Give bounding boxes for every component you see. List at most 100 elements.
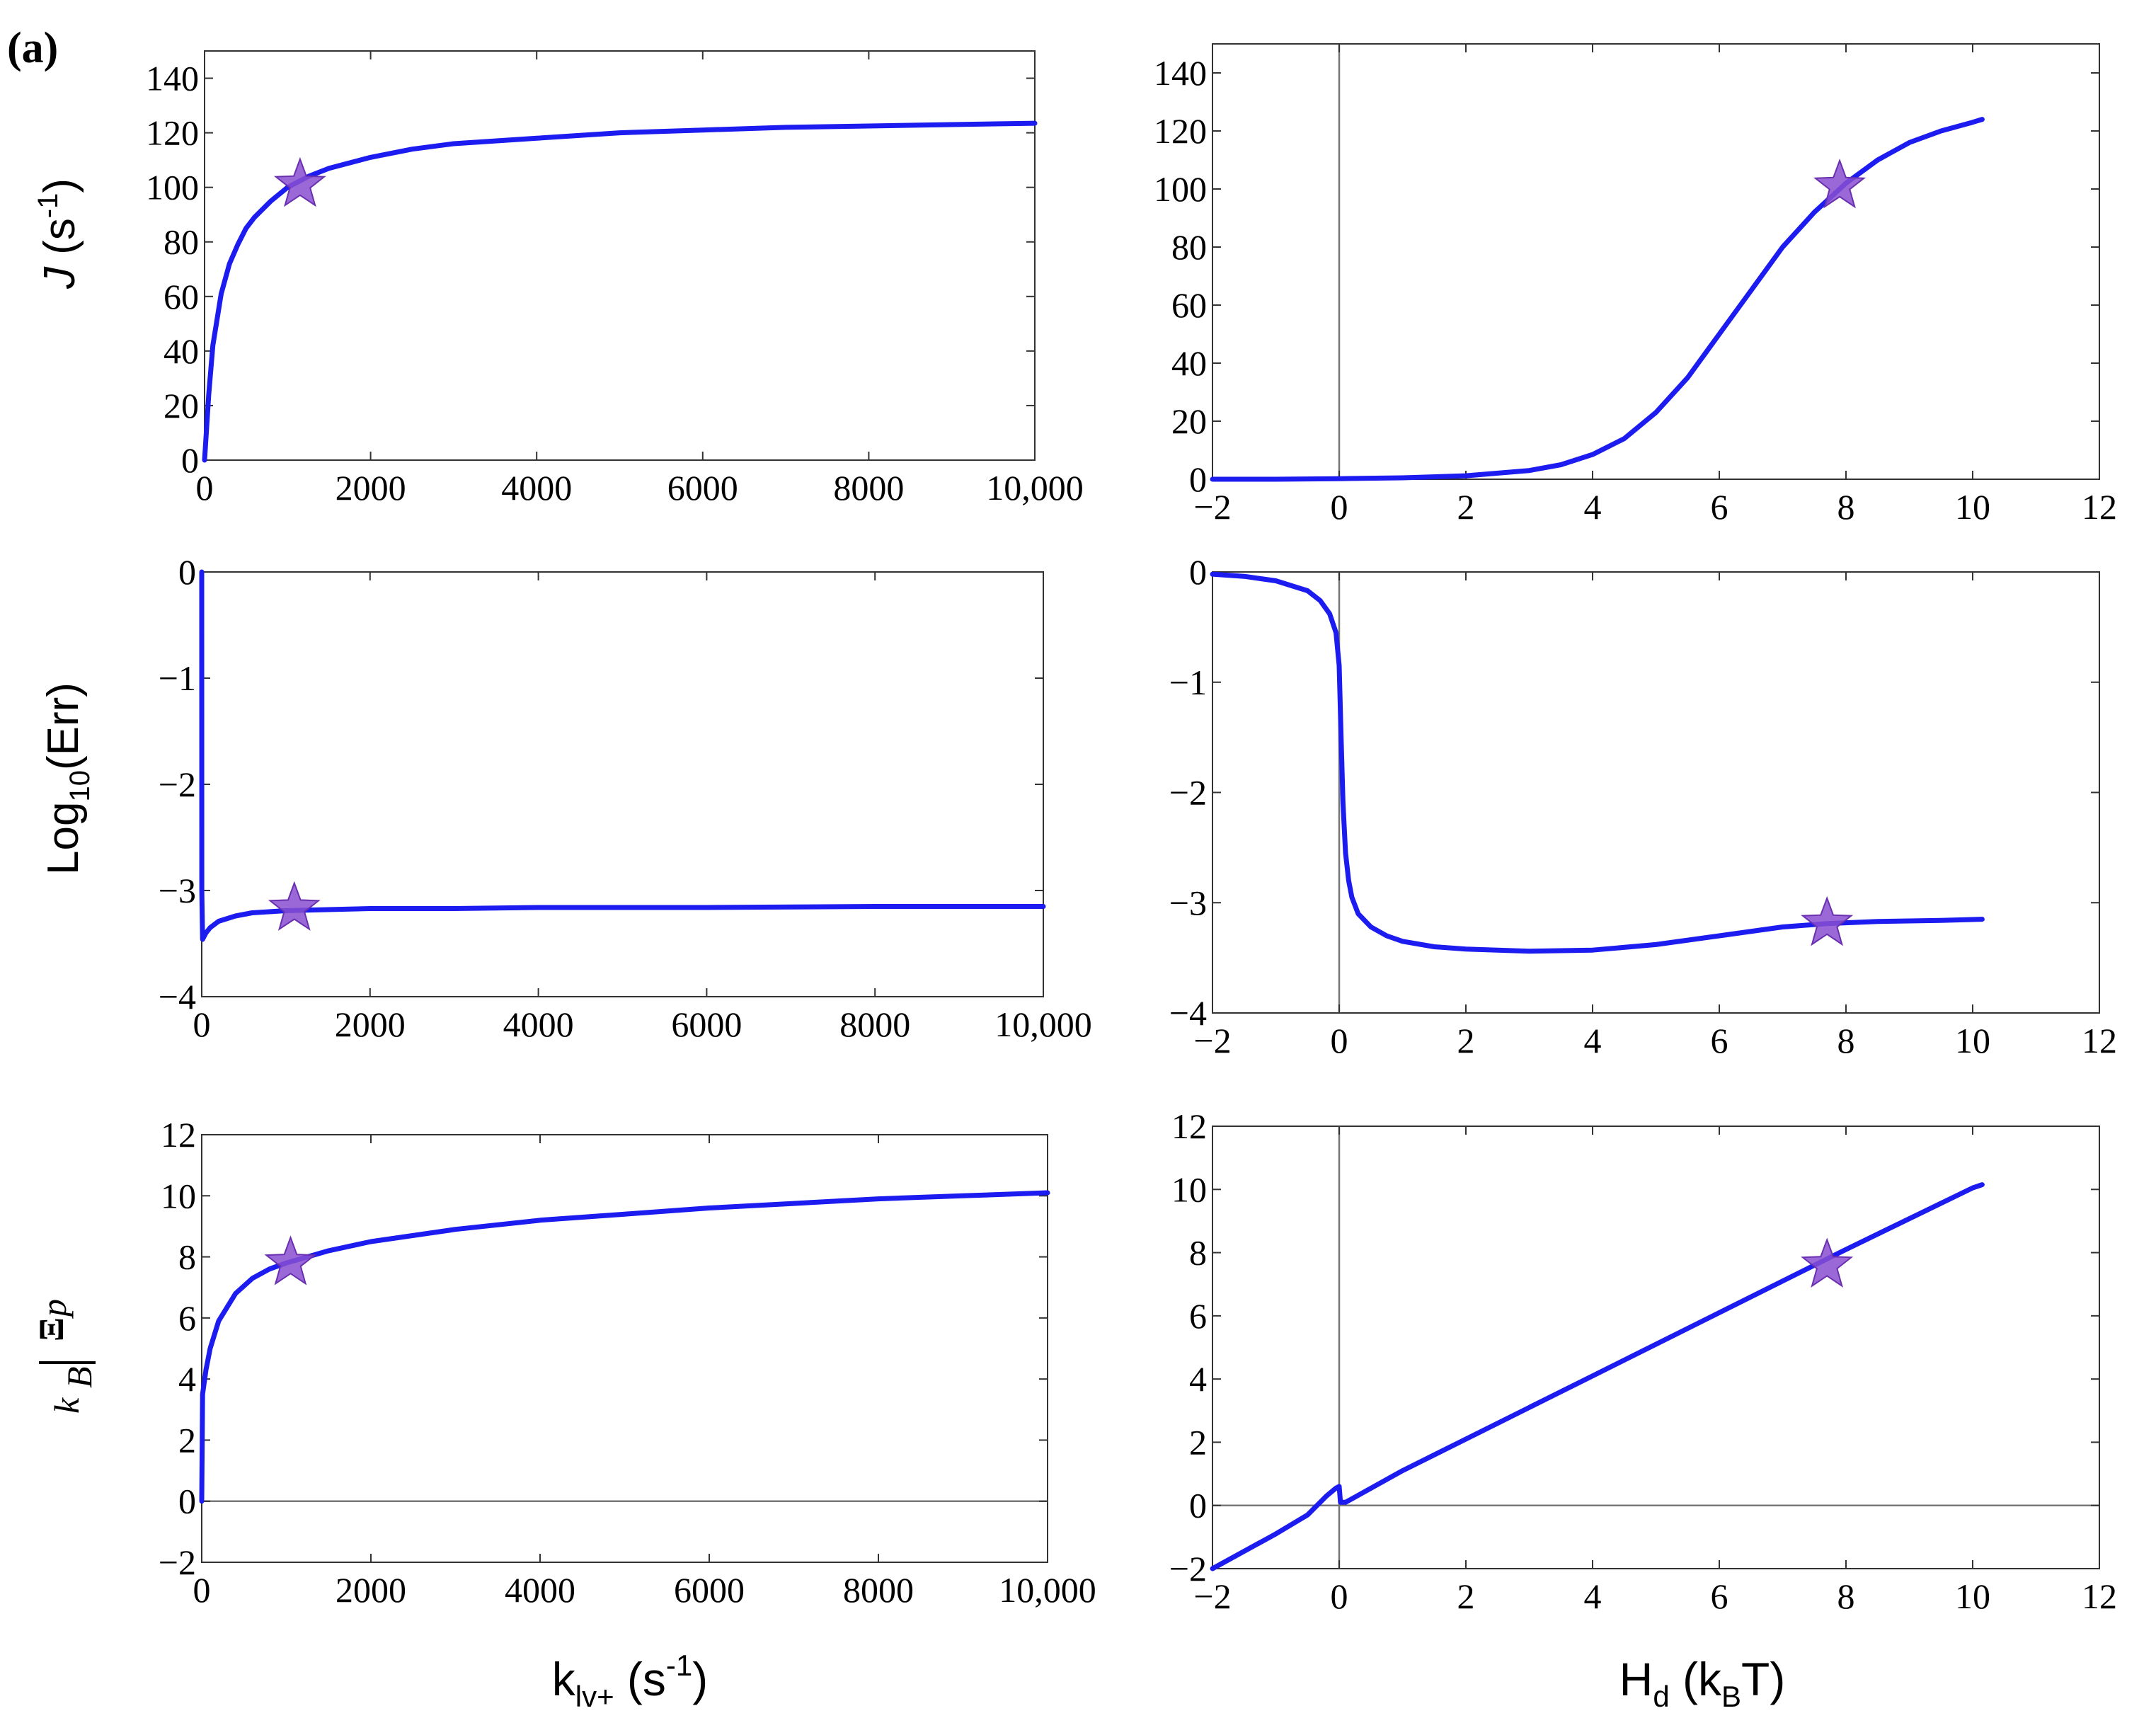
- x-tick-label: 8: [1837, 487, 1855, 527]
- y-tick-label: 0: [1189, 459, 1207, 499]
- x-tick-label: 12: [2082, 487, 2117, 527]
- svg-text:k: k: [47, 1397, 86, 1414]
- plot-frame: [1212, 43, 2100, 480]
- y-tick-label: 40: [164, 331, 199, 371]
- x-tick-label: 6000: [671, 1004, 742, 1044]
- x-tick-label: 8: [1837, 1576, 1855, 1616]
- x-tick-label: 6000: [674, 1570, 745, 1610]
- x-tick-label: 4: [1584, 1021, 1602, 1060]
- y-tick-label: −3: [159, 871, 196, 910]
- x-tick-label: 10: [1955, 487, 1990, 527]
- x-tick-label: 6: [1711, 1021, 1728, 1060]
- x-axis-label-left: klv+ (s-1): [552, 1649, 709, 1713]
- x-tick-label: 0: [193, 1004, 211, 1044]
- star-marker: [264, 1235, 317, 1285]
- chart-Xi_vs_Hd: −2 0 2 4 6 8 10 12 −2 0 2 4 6 8 10 12: [1169, 1106, 2117, 1616]
- y-axis-label-bot: k B Ξ p: [31, 1299, 99, 1414]
- x-tick-label: −2: [1193, 1021, 1231, 1060]
- y-tick-label: 12: [161, 1115, 196, 1155]
- series-line: [1210, 1182, 1985, 1571]
- y-tick-label: 60: [1171, 285, 1207, 325]
- y-tick-label: −2: [159, 764, 196, 804]
- y-tick-label: 100: [146, 168, 199, 207]
- x-tick-label: 8: [1837, 1021, 1855, 1060]
- svg-text:p: p: [34, 1299, 74, 1319]
- y-tick-label: 0: [1189, 1486, 1207, 1525]
- x-tick-label: −2: [1193, 487, 1231, 527]
- x-tick-label: 2000: [336, 1570, 406, 1610]
- x-tick-label: 4000: [503, 1004, 574, 1044]
- y-tick-label: −1: [1169, 663, 1207, 702]
- y-tick-label: 140: [1154, 53, 1207, 93]
- y-tick-label: −2: [1169, 773, 1207, 813]
- y-tick-label: 10: [161, 1176, 196, 1215]
- x-tick-label: 6: [1711, 487, 1728, 527]
- x-tick-label: 0: [1331, 487, 1348, 527]
- plot-frame: [201, 1134, 1048, 1563]
- y-tick-label: 0: [181, 440, 199, 480]
- x-axis-label-right: Hd (kBT): [1619, 1653, 1786, 1713]
- y-tick-label: 80: [164, 222, 199, 262]
- x-tick-label: 4: [1584, 487, 1602, 527]
- x-tick-label: 2000: [335, 1004, 406, 1044]
- x-tick-label: 10,000: [994, 1004, 1092, 1044]
- y-tick-label: 40: [1171, 343, 1207, 383]
- x-tick-label: 8000: [839, 1004, 910, 1044]
- y-tick-label: 6: [1189, 1296, 1207, 1336]
- svg-text:Ξ: Ξ: [31, 1317, 71, 1341]
- x-tick-label: −2: [1193, 1576, 1231, 1616]
- x-tick-label: 0: [1331, 1576, 1348, 1616]
- y-tick-label: 120: [146, 113, 199, 153]
- x-tick-label: 2000: [336, 468, 406, 508]
- x-tick-label: 10: [1955, 1021, 1990, 1060]
- y-tick-label: 0: [178, 1482, 196, 1521]
- x-tick-label: 12: [2082, 1576, 2117, 1616]
- star-marker: [273, 156, 326, 207]
- series-line: [199, 569, 1046, 942]
- x-tick-label: 4000: [505, 1570, 575, 1610]
- star-marker: [1801, 895, 1854, 946]
- y-tick-label: 4: [178, 1359, 196, 1399]
- star-marker: [268, 881, 321, 931]
- y-tick-label: 8: [1189, 1233, 1207, 1273]
- plot-frame: [1212, 1126, 2100, 1569]
- y-axis-label-mid: Log10(Err): [39, 682, 96, 875]
- chart-Err_vs_Hd: −2 0 2 4 6 8 10 12 −4 −3 −2 −1 0: [1169, 552, 2117, 1060]
- chart-Err_vs_klv: 0 2000 4000 6000 8000 10,000 −4 −3 −2 −1 0: [159, 552, 1092, 1044]
- y-tick-label: 140: [146, 59, 199, 98]
- y-tick-label: 8: [178, 1237, 196, 1277]
- x-tick-label: 0: [196, 468, 214, 508]
- svg-text:B: B: [59, 1366, 99, 1388]
- y-tick-label: −4: [1169, 993, 1207, 1033]
- plot-frame: [204, 50, 1036, 461]
- x-tick-label: 8000: [833, 468, 904, 508]
- star-marker: [1801, 1237, 1854, 1288]
- y-tick-label: 20: [1171, 401, 1207, 441]
- y-tick-label: 4: [1189, 1359, 1207, 1399]
- x-tick-label: 4000: [501, 468, 572, 508]
- y-tick-label: −3: [1169, 883, 1207, 922]
- y-tick-label: 60: [164, 277, 199, 316]
- y-tick-label: 12: [1171, 1106, 1207, 1146]
- x-tick-label: 0: [1331, 1021, 1348, 1060]
- star-marker: [1813, 159, 1867, 209]
- y-tick-label: 0: [1189, 552, 1207, 592]
- series-line: [1210, 117, 1985, 482]
- x-tick-label: 10,000: [986, 468, 1084, 508]
- y-tick-label: 2: [178, 1420, 196, 1460]
- y-tick-label: −4: [159, 977, 196, 1017]
- x-tick-label: 2: [1457, 1021, 1475, 1060]
- y-axis-label-top: J (s-1): [33, 178, 84, 290]
- series-line: [199, 1190, 1050, 1504]
- y-tick-label: 10: [1171, 1169, 1207, 1209]
- y-tick-label: 6: [178, 1298, 196, 1338]
- panel-label: (a): [7, 24, 58, 72]
- y-tick-label: 80: [1171, 227, 1207, 267]
- x-tick-label: 2: [1457, 1576, 1475, 1616]
- x-tick-label: 12: [2082, 1021, 2117, 1060]
- plot-frame: [201, 571, 1044, 997]
- y-tick-label: 100: [1154, 169, 1207, 209]
- y-tick-label: −1: [159, 658, 196, 698]
